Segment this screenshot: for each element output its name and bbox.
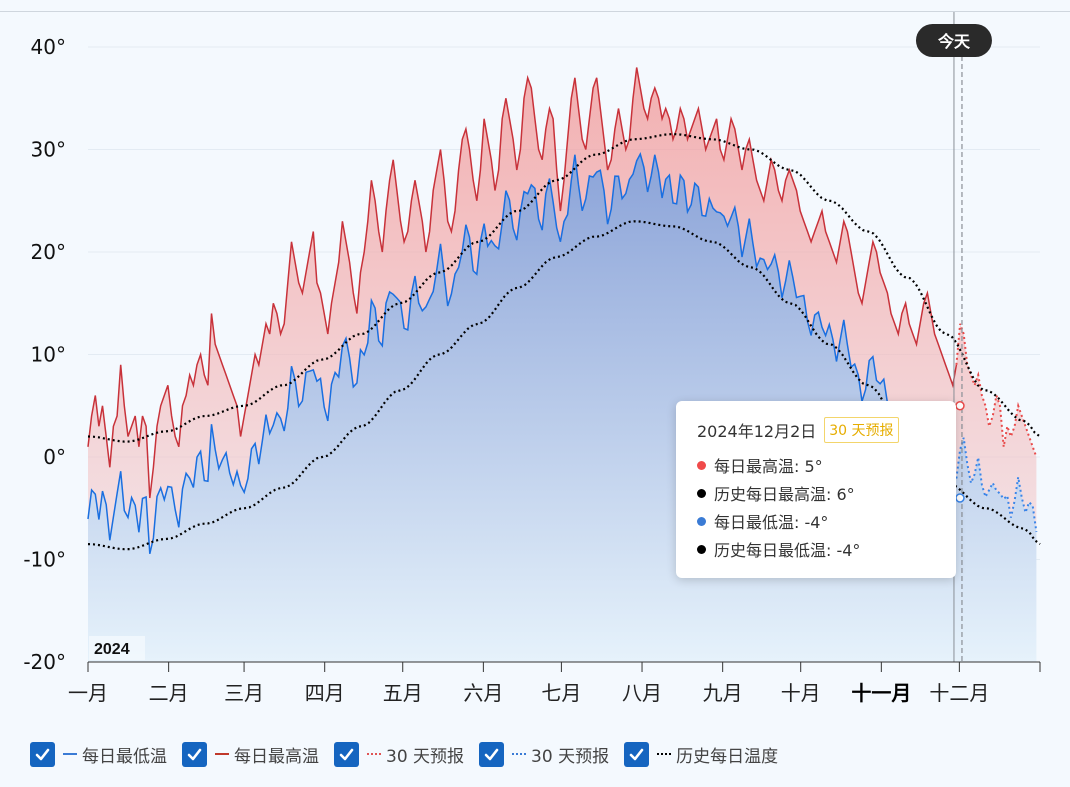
legend-swatch: [215, 753, 229, 755]
checkbox-checked-icon[interactable]: [479, 741, 505, 767]
forecast-badge: 30 天预报: [824, 417, 899, 443]
legend-label: 每日最高温: [234, 746, 319, 767]
month-label: 一月: [68, 681, 108, 705]
today-badge: [915, 24, 992, 57]
y-tick-label: 30°: [31, 138, 66, 162]
tooltip-dot-icon: [697, 488, 706, 498]
month-label: 十一月: [851, 681, 911, 705]
tooltip-date: 2024年12月2日: [697, 422, 817, 441]
legend-item[interactable]: 每日最低温: [30, 741, 167, 767]
legend-item[interactable]: 30 天预报: [479, 741, 610, 767]
tooltip-row-label: 历史每日最高温: 6°: [714, 485, 855, 504]
tooltip-row-label: 历史每日最低温: -4°: [714, 541, 861, 560]
month-label: 九月: [703, 681, 743, 705]
year-label: 2024: [94, 641, 130, 658]
legend-swatch: [512, 753, 527, 755]
tooltip-row: 历史每日最高温: 6°: [697, 479, 938, 507]
month-label: 十二月: [929, 681, 989, 705]
y-tick-label: 10°: [31, 343, 66, 367]
tooltip-row: 每日最低温: -4°: [697, 507, 938, 535]
month-label: 七月: [541, 681, 581, 705]
tooltip: 2024年12月2日 30 天预报 每日最高温: 5° 历史每日最高温: 6° 每日…: [676, 401, 956, 578]
hover-point-low: [955, 493, 965, 503]
legend-swatch: [657, 753, 672, 755]
y-tick-label: -20°: [23, 650, 66, 674]
y-tick-label: -10°: [23, 548, 66, 572]
tooltip-dot-icon: [697, 516, 706, 526]
top-divider: [0, 11, 1070, 12]
month-label: 六月: [463, 681, 503, 705]
legend-item[interactable]: 历史每日温度: [624, 741, 779, 767]
legend-item[interactable]: 30 天预报: [334, 741, 465, 767]
tooltip-dot-icon: [697, 544, 706, 554]
legend-label: 每日最低温: [82, 746, 167, 767]
checkbox-checked-icon[interactable]: [624, 741, 650, 767]
forecast-low-line: [955, 437, 1038, 533]
daily-high-line: [87, 67, 958, 499]
month-label: 三月: [224, 681, 264, 705]
year-tag-bg: [89, 636, 145, 660]
legend-swatch: [63, 753, 77, 755]
forecast-high-line: [955, 323, 1038, 458]
checkbox-checked-icon[interactable]: [30, 741, 55, 767]
today-label: 今天: [937, 32, 971, 51]
month-label: 十月: [781, 681, 821, 705]
month-label: 四月: [305, 681, 345, 705]
checkbox-checked-icon[interactable]: [334, 741, 359, 767]
tooltip-header: 2024年12月2日 30 天预报: [697, 415, 938, 445]
tooltip-row-label: 每日最低温: -4°: [714, 513, 829, 532]
month-label: 五月: [383, 681, 423, 705]
month-label: 二月: [149, 681, 189, 705]
y-tick-label: 0°: [43, 445, 66, 469]
legend-swatch: [367, 753, 381, 755]
y-tick-label: 20°: [31, 240, 66, 264]
legend: 每日最低温 每日最高温 30 天预报 30 天预报 历史每日温度: [30, 739, 793, 769]
checkbox-checked-icon[interactable]: [182, 741, 207, 767]
y-tick-label: 40°: [31, 35, 66, 59]
legend-label: 30 天预报: [531, 746, 610, 767]
hover-point-high: [955, 401, 965, 411]
tooltip-row: 每日最高温: 5°: [697, 451, 938, 479]
daily-low-line: [87, 151, 958, 554]
historical-high-line: [87, 133, 1041, 443]
tooltip-row: 历史每日最低温: -4°: [697, 535, 938, 563]
historical-low-line: [87, 220, 1041, 551]
month-label: 八月: [622, 681, 662, 705]
legend-label: 历史每日温度: [676, 746, 779, 767]
legend-label: 30 天预报: [386, 746, 465, 767]
tooltip-dot-icon: [697, 460, 706, 470]
tooltip-row-label: 每日最高温: 5°: [714, 457, 823, 476]
high-low-range-area: [88, 67, 1037, 554]
legend-item[interactable]: 每日最高温: [182, 741, 319, 767]
